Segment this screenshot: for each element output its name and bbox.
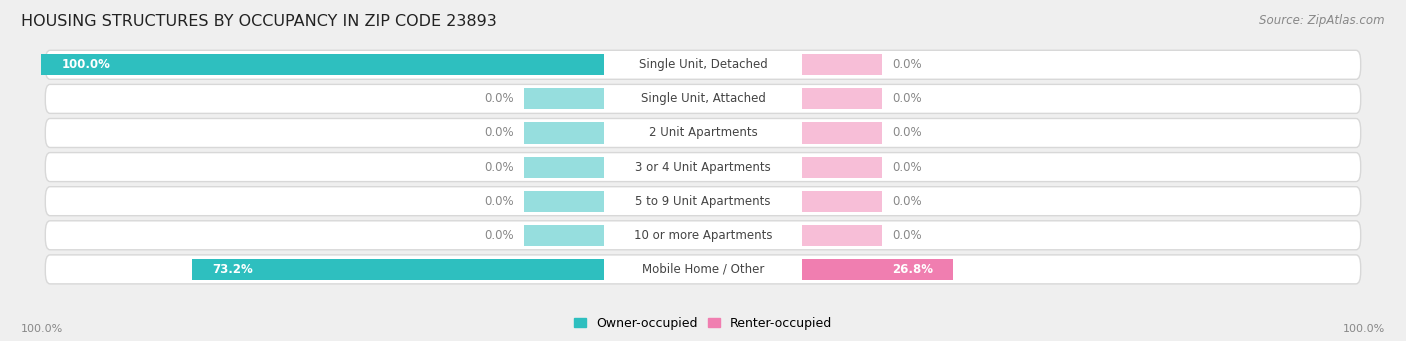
Text: Single Unit, Attached: Single Unit, Attached: [641, 92, 765, 105]
Text: 0.0%: 0.0%: [484, 161, 513, 174]
Text: 2 Unit Apartments: 2 Unit Apartments: [648, 127, 758, 139]
FancyBboxPatch shape: [45, 119, 1361, 147]
Text: 0.0%: 0.0%: [893, 92, 922, 105]
Text: 0.0%: 0.0%: [484, 127, 513, 139]
Text: 5 to 9 Unit Apartments: 5 to 9 Unit Apartments: [636, 195, 770, 208]
Bar: [41, 54, 603, 75]
Bar: [803, 157, 882, 178]
Bar: [803, 225, 882, 246]
Bar: [524, 225, 603, 246]
Bar: [524, 122, 603, 144]
Bar: [803, 259, 953, 280]
Text: 3 or 4 Unit Apartments: 3 or 4 Unit Apartments: [636, 161, 770, 174]
Text: Source: ZipAtlas.com: Source: ZipAtlas.com: [1260, 14, 1385, 27]
Bar: [803, 54, 882, 75]
FancyBboxPatch shape: [45, 255, 1361, 284]
Text: 0.0%: 0.0%: [893, 127, 922, 139]
Text: 0.0%: 0.0%: [484, 92, 513, 105]
Text: 0.0%: 0.0%: [893, 58, 922, 71]
Text: HOUSING STRUCTURES BY OCCUPANCY IN ZIP CODE 23893: HOUSING STRUCTURES BY OCCUPANCY IN ZIP C…: [21, 14, 496, 29]
Text: 100.0%: 100.0%: [1343, 324, 1385, 334]
FancyBboxPatch shape: [45, 187, 1361, 216]
Bar: [803, 88, 882, 109]
Text: Mobile Home / Other: Mobile Home / Other: [641, 263, 765, 276]
Text: 0.0%: 0.0%: [484, 195, 513, 208]
Text: 0.0%: 0.0%: [484, 229, 513, 242]
Text: 10 or more Apartments: 10 or more Apartments: [634, 229, 772, 242]
FancyBboxPatch shape: [45, 50, 1361, 79]
Bar: [803, 122, 882, 144]
Text: 26.8%: 26.8%: [893, 263, 934, 276]
Legend: Owner-occupied, Renter-occupied: Owner-occupied, Renter-occupied: [568, 312, 838, 335]
Text: 73.2%: 73.2%: [212, 263, 253, 276]
Bar: [193, 259, 603, 280]
FancyBboxPatch shape: [45, 85, 1361, 113]
Bar: [524, 157, 603, 178]
Bar: [803, 191, 882, 212]
Text: 0.0%: 0.0%: [893, 161, 922, 174]
Text: Single Unit, Detached: Single Unit, Detached: [638, 58, 768, 71]
Bar: [524, 191, 603, 212]
Text: 0.0%: 0.0%: [893, 195, 922, 208]
FancyBboxPatch shape: [45, 153, 1361, 182]
Text: 100.0%: 100.0%: [62, 58, 110, 71]
Text: 0.0%: 0.0%: [893, 229, 922, 242]
FancyBboxPatch shape: [45, 221, 1361, 250]
Text: 100.0%: 100.0%: [21, 324, 63, 334]
Bar: [524, 88, 603, 109]
